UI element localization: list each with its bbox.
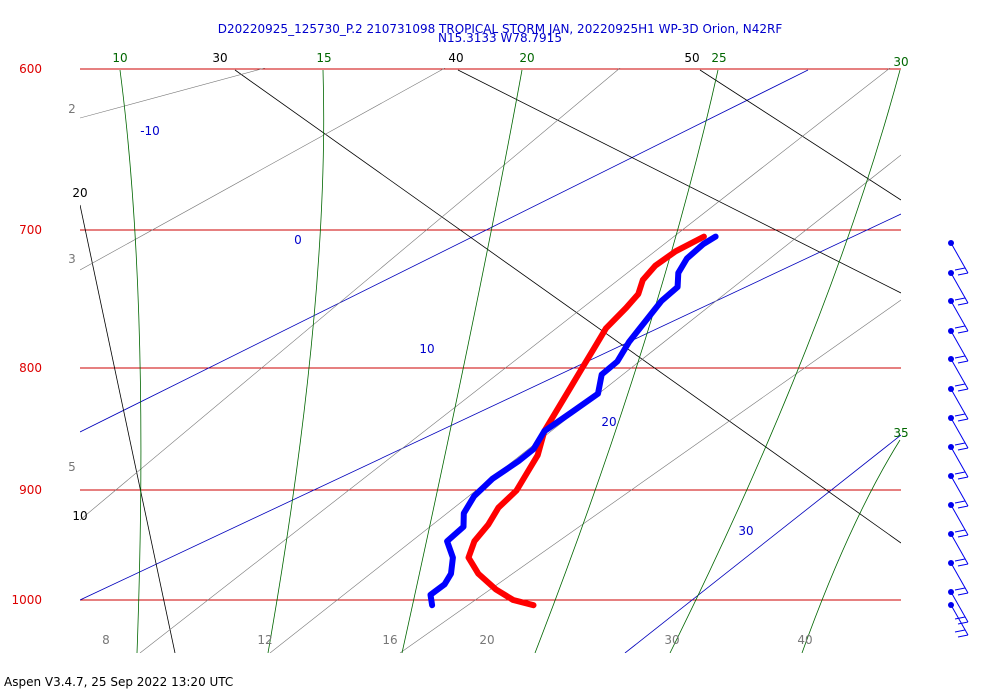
moist-adiabat-line — [801, 439, 901, 653]
grid-label: 10 — [112, 51, 127, 65]
dry-adiabat-line — [234, 69, 901, 544]
grid-label: 35 — [893, 426, 908, 440]
dry-adiabat-line — [699, 69, 901, 201]
grid-label: -10 — [140, 124, 160, 138]
wind-barb — [948, 602, 969, 638]
grid-label: 25 — [711, 51, 726, 65]
wind-barb — [948, 589, 969, 625]
mixing-ratio-line — [80, 68, 621, 521]
mixing-ratio-line — [139, 68, 891, 653]
grid-label: 30 — [893, 55, 908, 69]
profiles — [427, 233, 719, 609]
wind-barb — [948, 328, 969, 364]
isotherm-line — [624, 434, 901, 653]
mixing-ratio-line — [80, 68, 266, 119]
grid-label: 0 — [294, 233, 302, 247]
grid-label: 30 — [212, 51, 227, 65]
grid-label: 40 — [448, 51, 463, 65]
grid-label: 20 — [72, 186, 87, 200]
wind-barb — [948, 531, 969, 567]
grid-lines — [80, 68, 901, 653]
grid-label: 5 — [68, 460, 76, 474]
wind-barb — [948, 356, 969, 392]
wind-barb — [948, 270, 969, 306]
moist-adiabat-line — [267, 69, 325, 653]
grid-label: 20 — [601, 415, 616, 429]
mixing-ratio-line — [80, 68, 446, 271]
isotherm-line — [80, 213, 901, 601]
wind-barb — [948, 473, 969, 509]
wind-barbs — [948, 240, 969, 638]
pressure-label: 800 — [19, 361, 42, 375]
dry-adiabat-line — [80, 204, 176, 653]
pressure-label: 1000 — [11, 593, 42, 607]
chart-title: D20220925_125730_P.2 210731098 TROPICAL … — [218, 22, 783, 36]
moist-adiabat-line — [401, 69, 523, 653]
moist-adiabat-line — [119, 69, 142, 653]
grid-label: 40 — [797, 633, 812, 647]
grid-label: 20 — [519, 51, 534, 65]
mixing-ratio-line — [399, 299, 901, 653]
wind-barb — [948, 502, 969, 538]
grid-label: 20 — [479, 633, 494, 647]
wind-barb — [948, 444, 969, 480]
grid-label: 10 — [419, 342, 434, 356]
moist-adiabat-line — [534, 69, 719, 653]
grid-label: 16 — [382, 633, 397, 647]
pressure-label: 700 — [19, 223, 42, 237]
grid-label: 15 — [316, 51, 331, 65]
grid-label: 8 — [102, 633, 110, 647]
grid-label: 3 — [68, 252, 76, 266]
profile-line — [427, 233, 719, 609]
wind-barb — [948, 240, 969, 276]
footer-text: Aspen V3.4.7, 25 Sep 2022 13:20 UTC — [4, 675, 233, 689]
moist-adiabat-line — [669, 69, 901, 653]
pressure-labels: 600 700 800 900 1000 — [11, 62, 42, 607]
wind-barb — [948, 298, 969, 334]
grid-label: 30 — [664, 633, 679, 647]
chart-subtitle: N15.3133 W78.7915 — [438, 31, 562, 45]
grid-label: 10 — [72, 509, 87, 523]
pressure-label: 900 — [19, 483, 42, 497]
wind-barb — [948, 560, 969, 596]
isotherm-line — [80, 69, 809, 433]
wind-barb — [948, 386, 969, 422]
wind-barb — [948, 415, 969, 451]
grid-label: 2 — [68, 102, 76, 116]
grid-label: 30 — [738, 524, 753, 538]
pressure-label: 600 — [19, 62, 42, 76]
grid-label: 12 — [257, 633, 272, 647]
dry-adiabat-line — [457, 69, 901, 294]
grid-label: 50 — [684, 51, 699, 65]
